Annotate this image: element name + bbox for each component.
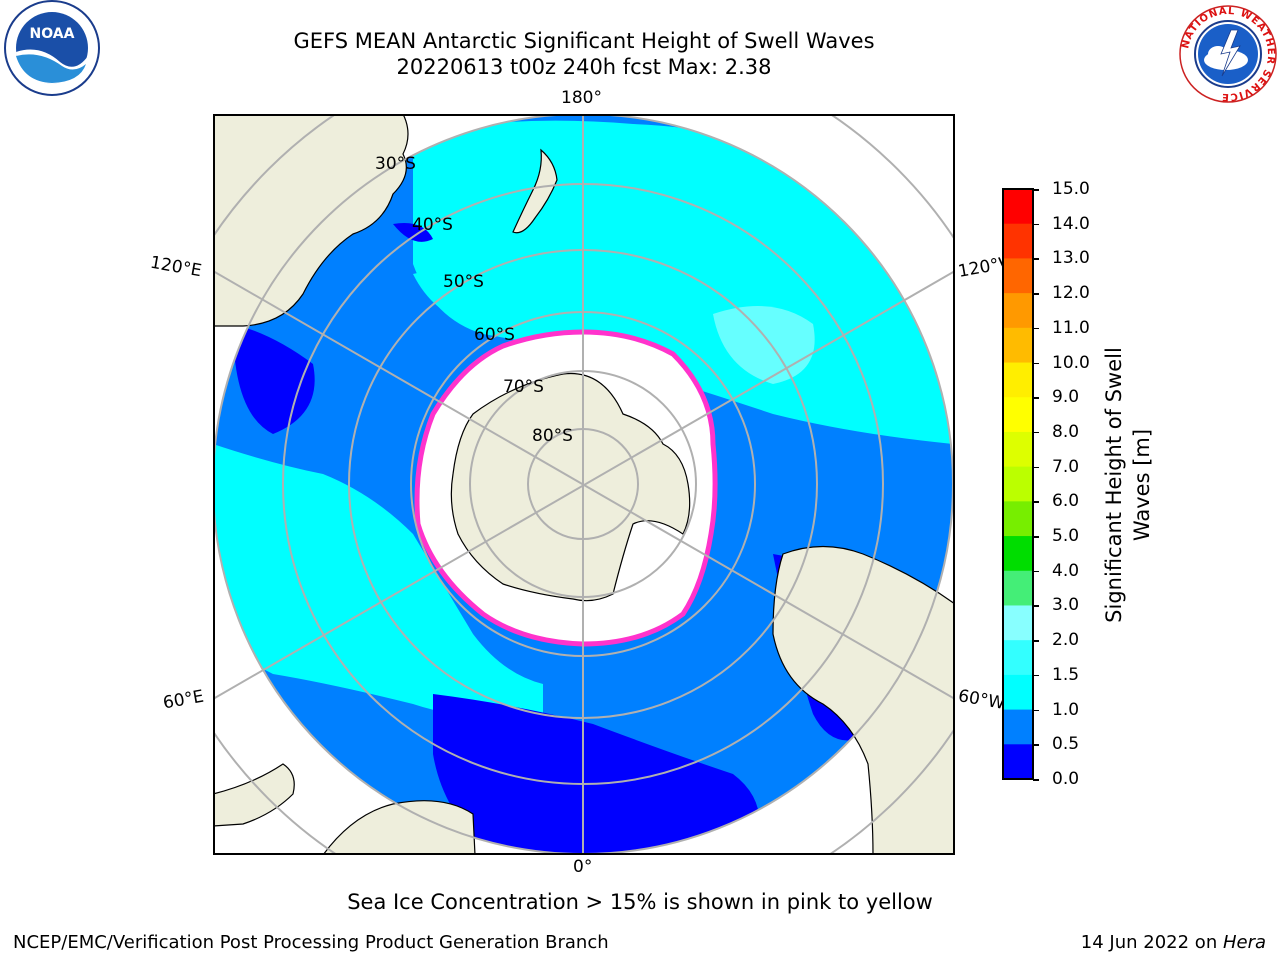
colorbar-tick-label: 14.0 [1052, 213, 1090, 234]
lat-label-70: 70°S [503, 377, 544, 397]
footer-host: Hera [1222, 932, 1266, 953]
colorbar-segment [1003, 258, 1033, 294]
colorbar-tick-mark [1033, 570, 1039, 573]
new-zealand-land [512, 148, 558, 234]
colorbar-tick-label: 4.0 [1052, 560, 1080, 581]
nws-logo: NATIONAL WEATHER SERVICE [1179, 5, 1277, 103]
footer-date: 14 Jun 2022 on Hera [1081, 932, 1266, 953]
colorbar-segment [1003, 431, 1033, 468]
colorbar-tick-mark [1033, 709, 1039, 712]
colorbar-tick-mark [1033, 397, 1039, 399]
colorbar-segment [1003, 536, 1033, 572]
colorbar-segment [1003, 189, 1033, 225]
lat-label-60: 60°S [474, 325, 515, 345]
map-svg: 30°S 40°S 50°S 60°S 70°S 80°S [213, 114, 955, 855]
colorbar-tick-mark [1033, 501, 1039, 503]
footer-branch: NCEP/EMC/Verification Post Processing Pr… [13, 932, 609, 953]
colorbar-tick-label: 10.0 [1052, 352, 1090, 373]
polar-map: 30°S 40°S 50°S 60°S 70°S 80°S [213, 114, 955, 855]
colorbar-tick-mark [1033, 744, 1039, 746]
colorbar-tick-mark [1033, 431, 1039, 434]
chart-title: GEFS MEAN Antarctic Significant Height o… [293, 29, 875, 53]
colorbar [1002, 188, 1042, 780]
lon-label-60e: 60°E [161, 686, 206, 714]
colorbar-segment [1003, 501, 1033, 537]
noaa-logo: NOAA [4, 0, 100, 96]
colorbar-tick-label: 0.5 [1052, 734, 1080, 755]
colorbar-segment [1003, 570, 1033, 606]
colorbar-tick-label: 6.0 [1052, 491, 1080, 512]
colorbar-tick-label: 15.0 [1052, 179, 1090, 199]
colorbar-segment [1003, 293, 1033, 329]
colorbar-tick-mark [1033, 466, 1039, 469]
colorbar-tick-mark [1033, 362, 1039, 365]
colorbar-tick-mark [1033, 640, 1039, 642]
colorbar-tick-label: 11.0 [1052, 317, 1090, 338]
south-america-land [772, 545, 955, 855]
colorbar-segment [1003, 674, 1033, 711]
colorbar-title: Significant Height of Swell Waves [m] [1100, 320, 1160, 650]
colorbar-tick-label: 7.0 [1052, 456, 1080, 477]
meridian-lines [213, 114, 955, 855]
colorbar-tick-mark [1033, 293, 1039, 295]
colorbar-segment [1003, 466, 1033, 502]
sea-ice-note: Sea Ice Concentration > 15% is shown in … [347, 890, 933, 914]
noaa-text: NOAA [30, 26, 75, 42]
map-frame [213, 114, 955, 855]
colorbar-svg [1002, 188, 1034, 780]
footer-date-text: 14 Jun 2022 on [1080, 932, 1223, 953]
colorbar-segment [1003, 362, 1033, 398]
lat-label-80: 80°S [532, 426, 573, 446]
lon-label-60w: 60°W [956, 686, 1007, 714]
colorbar-tick-mark [1033, 327, 1039, 330]
colorbar-segment [1003, 640, 1033, 676]
lon-label-0: 0° [573, 857, 593, 877]
australia-land [213, 114, 409, 327]
colorbar-tick-label: 2.0 [1052, 630, 1080, 651]
colorbar-title-line2: Waves [m] [1130, 428, 1154, 542]
colorbar-tick-label: 1.0 [1052, 699, 1080, 720]
colorbar-segment [1003, 605, 1033, 641]
colorbar-tick-mark [1033, 536, 1039, 538]
lat-label-30: 30°S [375, 154, 416, 174]
colorbar-title-line1: Significant Height of Swell [1102, 347, 1126, 623]
colorbar-tick-label: 13.0 [1052, 248, 1090, 269]
colorbar-tick-mark [1033, 189, 1039, 191]
madagascar-land [213, 763, 295, 827]
colorbar-tick-mark [1033, 674, 1039, 677]
colorbar-segment [1003, 223, 1033, 259]
colorbar-tick-label: 0.0 [1052, 769, 1080, 789]
colorbar-tick-label: 9.0 [1052, 387, 1080, 408]
lon-label-120e: 120°E [148, 252, 204, 282]
africa-land [322, 800, 476, 855]
colorbar-tick-mark [1033, 223, 1039, 226]
lat-label-50: 50°S [443, 272, 484, 292]
colorbar-tick-label: 8.0 [1052, 421, 1080, 442]
colorbar-segment [1003, 744, 1033, 780]
chart-subtitle: 20220613 t00z 240h fcst Max: 2.38 [396, 55, 772, 79]
colorbar-tick-mark [1033, 779, 1039, 781]
latitude-labels: 30°S 40°S 50°S 60°S 70°S 80°S [375, 154, 573, 446]
colorbar-tick-label: 12.0 [1052, 283, 1090, 304]
colorbar-segment [1003, 709, 1033, 745]
antarctica-land [450, 372, 691, 602]
colorbar-segment [1003, 327, 1033, 364]
lon-label-180: 180° [561, 88, 602, 108]
colorbar-tick-label: 3.0 [1052, 595, 1080, 616]
colorbar-segment [1003, 397, 1033, 433]
colorbar-tick-label: 5.0 [1052, 526, 1080, 547]
colorbar-tick-mark [1033, 258, 1039, 260]
colorbar-tick-mark [1033, 605, 1039, 607]
lat-label-40: 40°S [412, 215, 453, 235]
colorbar-tick-label: 1.5 [1052, 664, 1080, 685]
